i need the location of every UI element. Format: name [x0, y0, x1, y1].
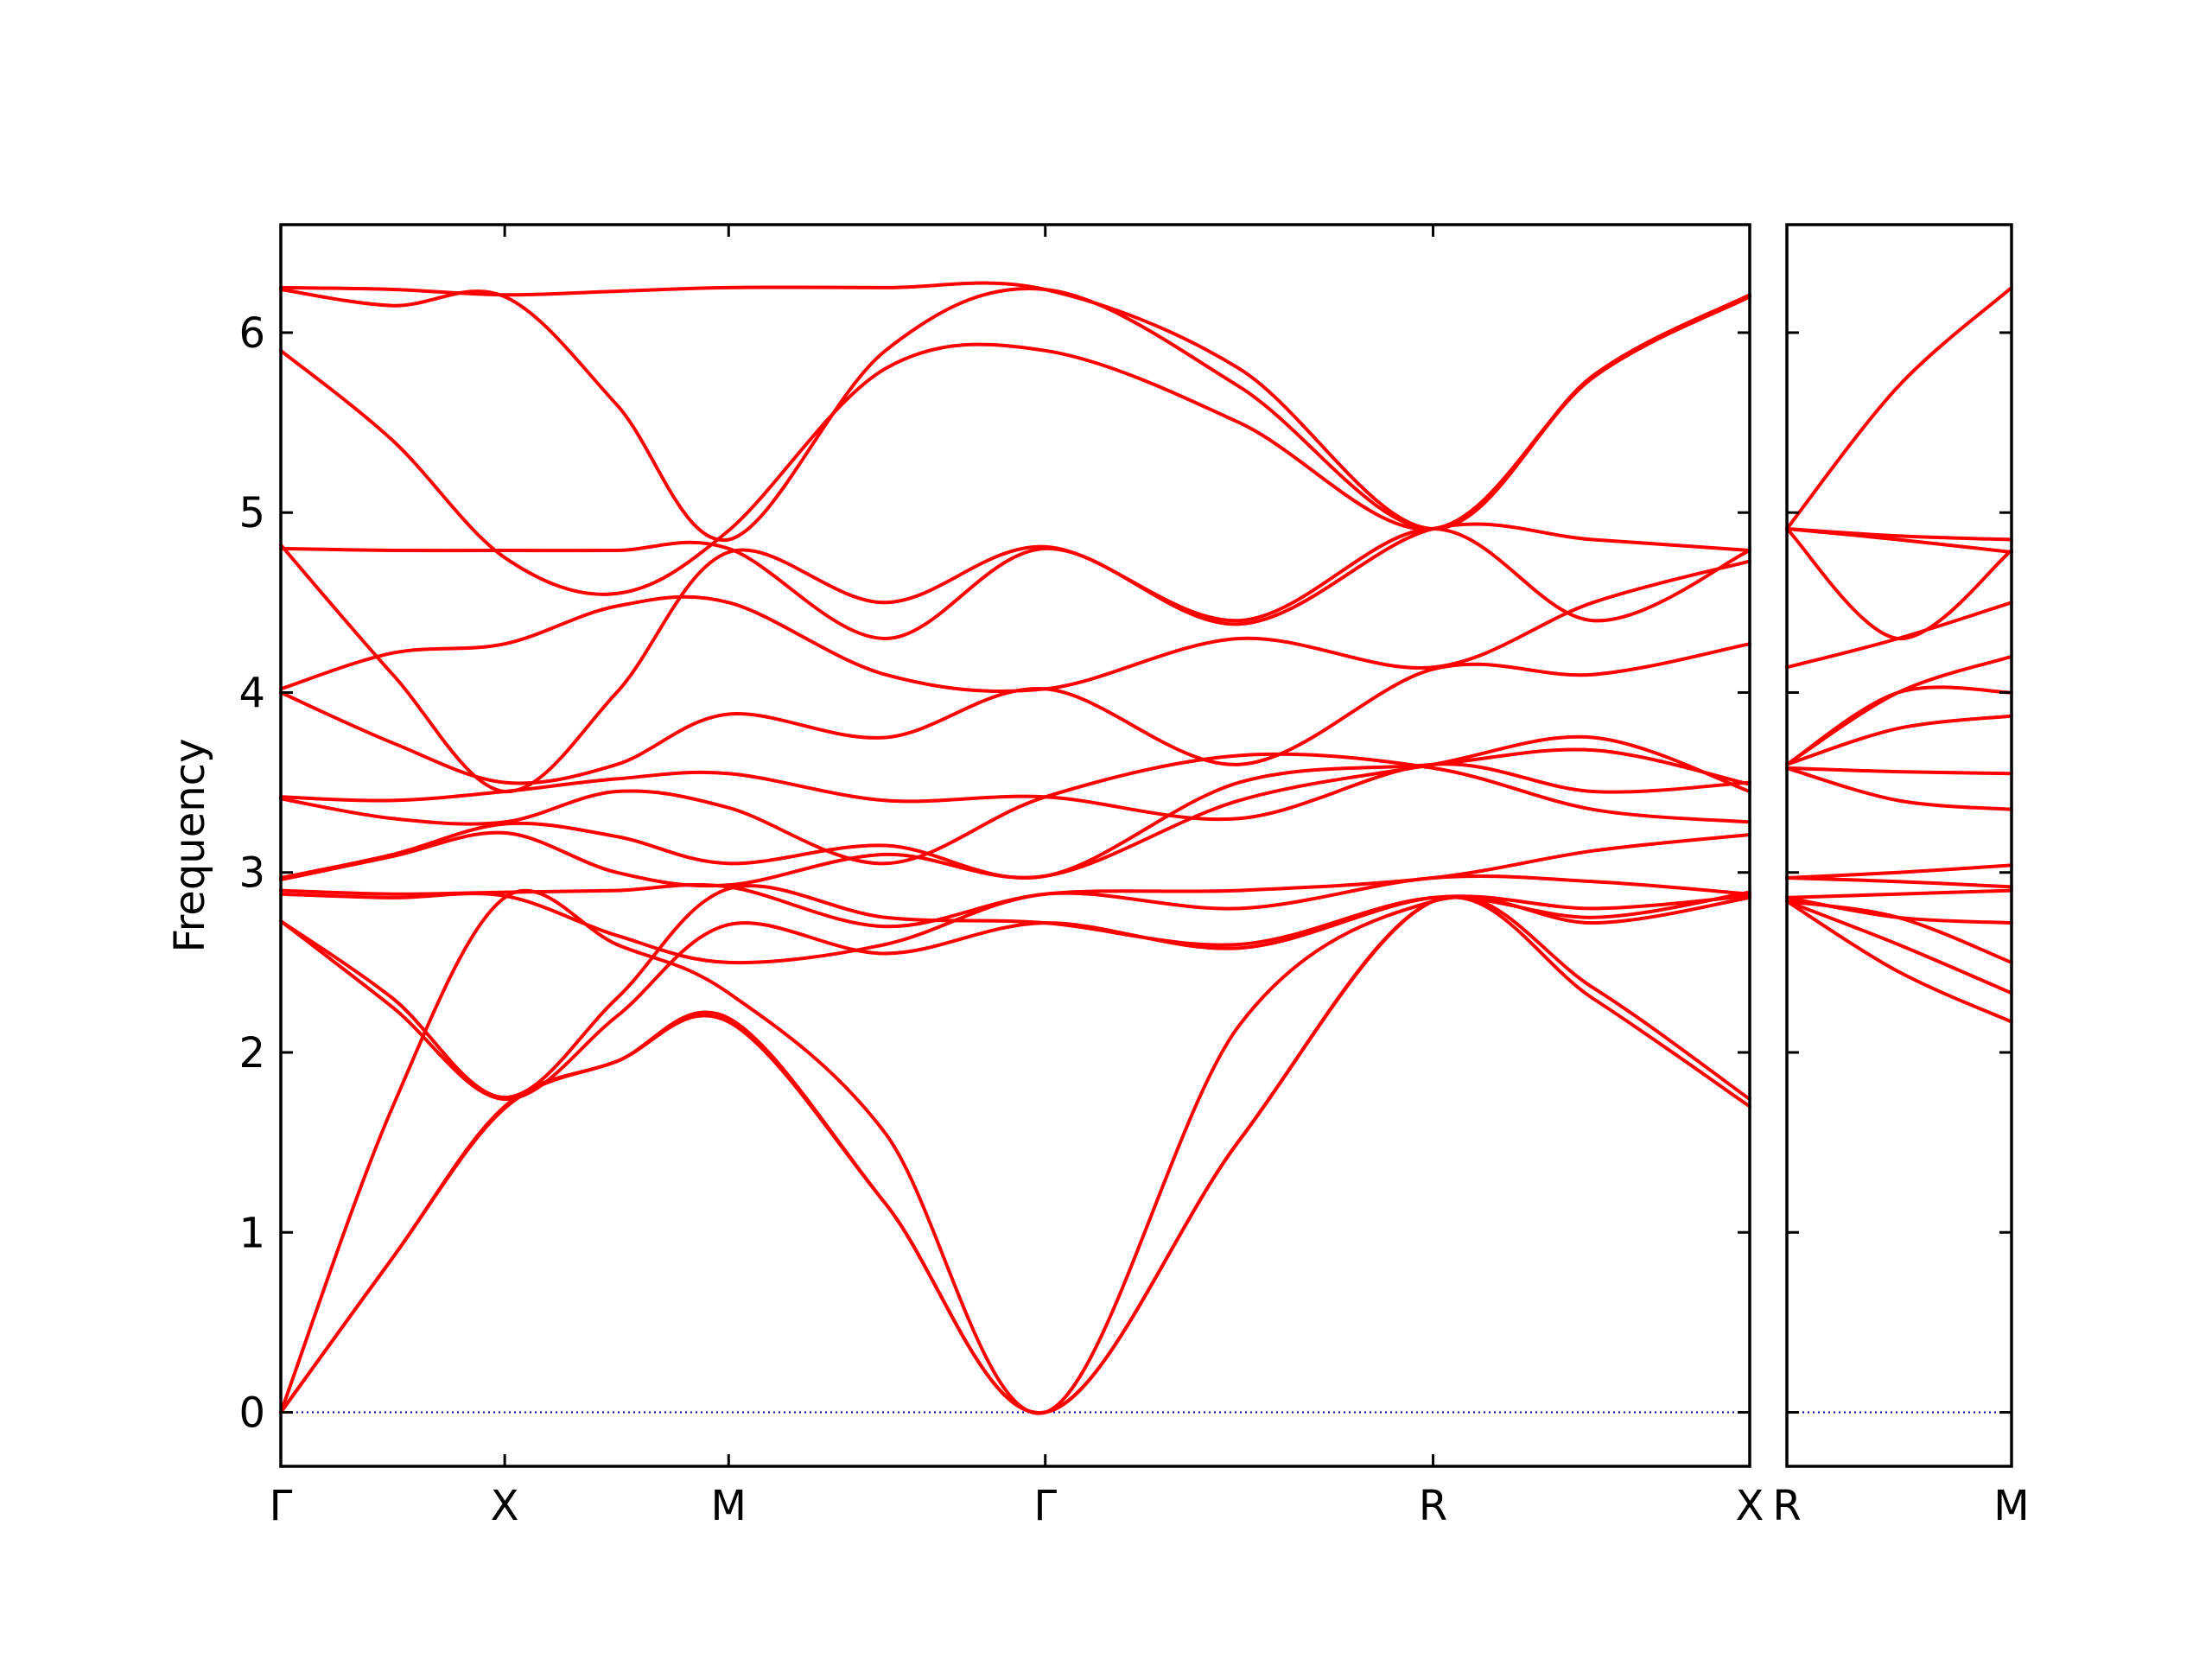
band-line-0-8 — [279, 747, 1751, 880]
band-line-0-10 — [279, 762, 1751, 822]
y-tick-label: 4 — [238, 669, 265, 717]
kpoint-label: M — [1993, 1482, 2029, 1530]
band-line-1-9 — [1785, 714, 2013, 766]
band-line-1-5 — [1785, 876, 2013, 889]
band-line-1-7 — [1785, 766, 2013, 811]
kpoint-label: X — [1736, 1482, 1764, 1530]
y-tick-label: 1 — [238, 1209, 265, 1257]
band-line-0-14 — [279, 527, 1751, 794]
band-line-0-11 — [279, 642, 1751, 785]
y-tick-label: 6 — [238, 309, 265, 358]
y-tick-label: 2 — [238, 1029, 265, 1077]
plot-frame — [279, 223, 1751, 1468]
band-line-1-1 — [1785, 899, 2013, 995]
band-line-1-2 — [1785, 899, 2013, 964]
kpoint-label: R — [1772, 1482, 1801, 1530]
band-line-1-11 — [1785, 654, 2013, 766]
band-line-1-12 — [1785, 601, 2013, 670]
kpoint-label: R — [1419, 1482, 1447, 1530]
band-line-1-4 — [1785, 888, 2013, 899]
kpoint-label: Γ — [270, 1482, 293, 1530]
band-line-0-2 — [279, 888, 1751, 1415]
band-line-1-6 — [1785, 863, 2013, 880]
band-line-1-16 — [1785, 285, 2013, 531]
band-line-0-4 — [279, 884, 1751, 1100]
band-line-0-3 — [279, 893, 1751, 1102]
band-line-0-0 — [279, 895, 1751, 1414]
band-line-0-12 — [279, 559, 1751, 693]
plot-frame — [1785, 223, 2013, 1468]
kpoint-label: X — [491, 1482, 519, 1530]
band-line-0-17 — [279, 281, 1751, 531]
band-line-1-15 — [1785, 527, 2013, 542]
y-tick-label: 0 — [238, 1389, 265, 1438]
band-line-0-9 — [279, 752, 1751, 866]
band-line-1-8 — [1785, 766, 2013, 776]
band-line-1-0 — [1785, 899, 2013, 1024]
band-line-1-13 — [1785, 527, 2013, 641]
band-line-1-3 — [1785, 895, 2013, 925]
band-panel-main: 0 1 2 3 4 5 6 Γ X M Γ R X — [238, 223, 1764, 1530]
band-line-0-16 — [279, 287, 1751, 542]
y-tick-label: 3 — [238, 849, 265, 898]
band-line-0-5 — [279, 874, 1751, 965]
band-line-0-13 — [279, 522, 1751, 640]
kpoint-label: Γ — [1033, 1482, 1057, 1530]
y-tick-label: 5 — [238, 489, 265, 537]
y-axis-label: Frequency — [166, 739, 214, 953]
band-line-0-7 — [279, 734, 1751, 888]
band-line-0-1 — [279, 894, 1751, 1414]
kpoint-label: M — [711, 1482, 747, 1530]
band-line-0-6 — [279, 833, 1751, 929]
